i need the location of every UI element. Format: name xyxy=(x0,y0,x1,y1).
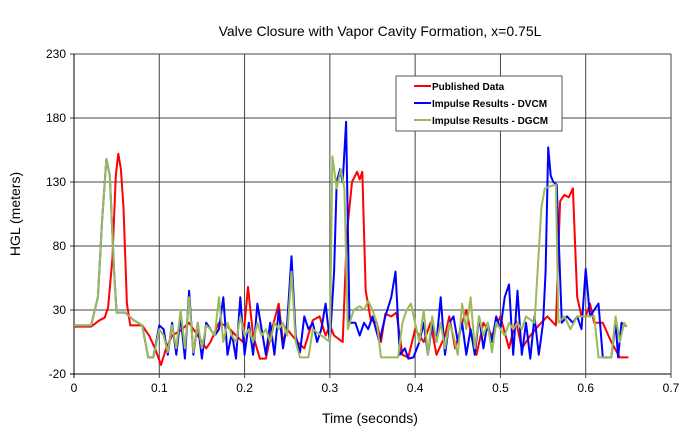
y-tick-label: -20 xyxy=(49,367,67,381)
x-tick-label: 0.2 xyxy=(236,381,253,395)
x-axis-label: Time (seconds) xyxy=(322,410,418,426)
legend-label: Impulse Results - DVCM xyxy=(432,99,547,110)
legend-label: Published Data xyxy=(432,82,505,93)
x-tick-label: 0.1 xyxy=(151,381,168,395)
y-tick-label: 180 xyxy=(46,111,66,125)
x-tick-label: 0.6 xyxy=(577,381,594,395)
series-line-0 xyxy=(74,152,629,366)
x-tick-label: 0 xyxy=(71,381,78,395)
x-tick-label: 0.4 xyxy=(407,381,424,395)
series-lines xyxy=(74,120,629,366)
y-axis-label: HGL (meters) xyxy=(7,172,23,256)
series-line-2 xyxy=(74,155,628,359)
legend-label: Impulse Results - DGCM xyxy=(432,116,548,127)
y-tick-label: 30 xyxy=(53,303,67,317)
legend: Published Data Impulse Results - DVCM Impu… xyxy=(395,75,563,132)
y-tick-label: 230 xyxy=(46,47,66,61)
x-tick-label: 0.7 xyxy=(663,381,680,395)
x-tick-label: 0.5 xyxy=(492,381,509,395)
tick-labels: -20 30 80 130 180 230 0 0.1 0.2 0.3 0.4 0.5 0.6 0.7 xyxy=(46,47,680,395)
x-tick-label: 0.3 xyxy=(322,381,339,395)
y-tick-label: 80 xyxy=(53,239,67,253)
y-tick-label: 130 xyxy=(46,175,66,189)
chart-title: Valve Closure with Vapor Cavity Formatio… xyxy=(219,23,542,39)
